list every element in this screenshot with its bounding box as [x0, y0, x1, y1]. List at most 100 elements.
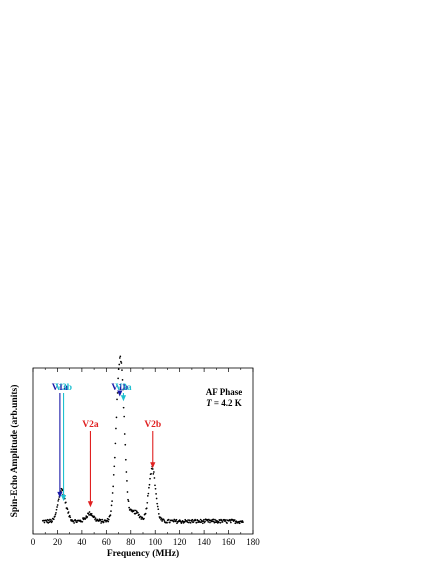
- data-point: [111, 500, 113, 502]
- x-tick-label: 180: [246, 537, 260, 547]
- data-point: [72, 520, 75, 523]
- data-point: [160, 517, 163, 520]
- data-point: [94, 518, 96, 521]
- data-point: [106, 517, 109, 520]
- data-point: [204, 520, 206, 523]
- x-tick-label: 40: [77, 537, 87, 547]
- data-point: [67, 511, 70, 513]
- data-point: [122, 406, 125, 409]
- temperature-value: = 4.2 K: [212, 398, 242, 408]
- data-point: [217, 521, 220, 524]
- x-tick-label: 160: [222, 537, 236, 547]
- data-point: [121, 369, 123, 371]
- data-point: [207, 521, 210, 523]
- data-points: [41, 355, 244, 525]
- data-point: [219, 521, 222, 524]
- data-point: [161, 520, 163, 522]
- data-point: [81, 520, 84, 523]
- data-point: [56, 504, 59, 506]
- x-tick-label: 120: [173, 537, 187, 547]
- data-point: [113, 456, 116, 459]
- data-point: [168, 521, 171, 524]
- axis-ticks: [32, 368, 254, 534]
- data-point: [61, 489, 64, 492]
- arrow-head: [120, 395, 127, 402]
- data-point: [146, 494, 149, 497]
- data-point: [117, 368, 120, 370]
- temperature-symbol: T: [206, 398, 212, 408]
- data-point: [54, 515, 56, 518]
- arrow-label: V3b: [55, 383, 72, 393]
- data-point: [152, 473, 155, 475]
- data-point: [57, 500, 60, 502]
- data-point: [201, 522, 204, 525]
- data-point: [119, 355, 122, 358]
- data-point: [154, 484, 156, 487]
- data-point: [189, 521, 192, 524]
- data-point: [66, 508, 69, 511]
- data-point: [149, 477, 151, 480]
- arrow-head: [57, 491, 63, 498]
- data-point: [109, 514, 112, 516]
- data-point: [128, 506, 130, 509]
- data-point: [190, 520, 193, 522]
- data-point: [159, 516, 162, 519]
- data-point: [175, 518, 178, 521]
- data-point: [147, 492, 150, 495]
- data-point: [145, 507, 148, 510]
- data-point: [187, 521, 190, 524]
- data-point: [148, 483, 151, 486]
- data-point: [121, 379, 124, 381]
- data-point: [150, 472, 152, 475]
- x-tick-label: 140: [197, 537, 211, 547]
- arrow-label: V2b: [144, 420, 161, 430]
- data-point: [126, 480, 128, 482]
- data-point: [110, 504, 113, 507]
- data-point: [156, 502, 159, 505]
- data-point: [73, 522, 75, 524]
- data-point: [238, 522, 241, 525]
- arrow-head: [150, 462, 156, 469]
- data-point: [112, 485, 115, 488]
- data-point: [123, 415, 126, 418]
- data-point: [120, 360, 122, 363]
- data-point: [156, 505, 159, 508]
- data-point: [226, 522, 228, 524]
- data-point: [115, 416, 118, 419]
- phase-label: AF Phase: [206, 387, 242, 397]
- data-point: [220, 519, 223, 522]
- data-point: [127, 500, 130, 503]
- data-point: [223, 518, 226, 521]
- temperature-label: T = 4.2 K: [206, 398, 242, 408]
- arrow-head: [117, 390, 123, 397]
- data-point: [88, 511, 91, 513]
- data-point: [167, 518, 170, 521]
- data-point: [86, 516, 89, 518]
- data-point: [52, 518, 55, 521]
- x-tick-labels: 0 20 40 60 80 100 120 140 160 180: [31, 537, 261, 547]
- data-point: [69, 516, 72, 519]
- data-point: [162, 518, 165, 521]
- data-point: [233, 519, 236, 521]
- data-point: [175, 520, 177, 522]
- data-point: [225, 519, 227, 521]
- x-axis-title: Frequency (MHz): [107, 548, 179, 559]
- data-point: [155, 493, 157, 495]
- data-point: [138, 513, 140, 516]
- data-point: [242, 521, 244, 523]
- data-point: [60, 490, 62, 492]
- arrow-label: V3a: [115, 383, 132, 393]
- data-point: [146, 501, 149, 504]
- data-point: [126, 491, 129, 493]
- data-point: [166, 521, 168, 524]
- data-point: [120, 362, 123, 364]
- arrow-head: [87, 501, 94, 508]
- data-point: [74, 519, 77, 522]
- data-point: [141, 516, 144, 519]
- data-point: [195, 521, 198, 524]
- data-point: [153, 471, 155, 473]
- data-point: [157, 508, 160, 511]
- data-point: [199, 518, 202, 521]
- data-point: [160, 518, 162, 521]
- data-point: [50, 519, 52, 521]
